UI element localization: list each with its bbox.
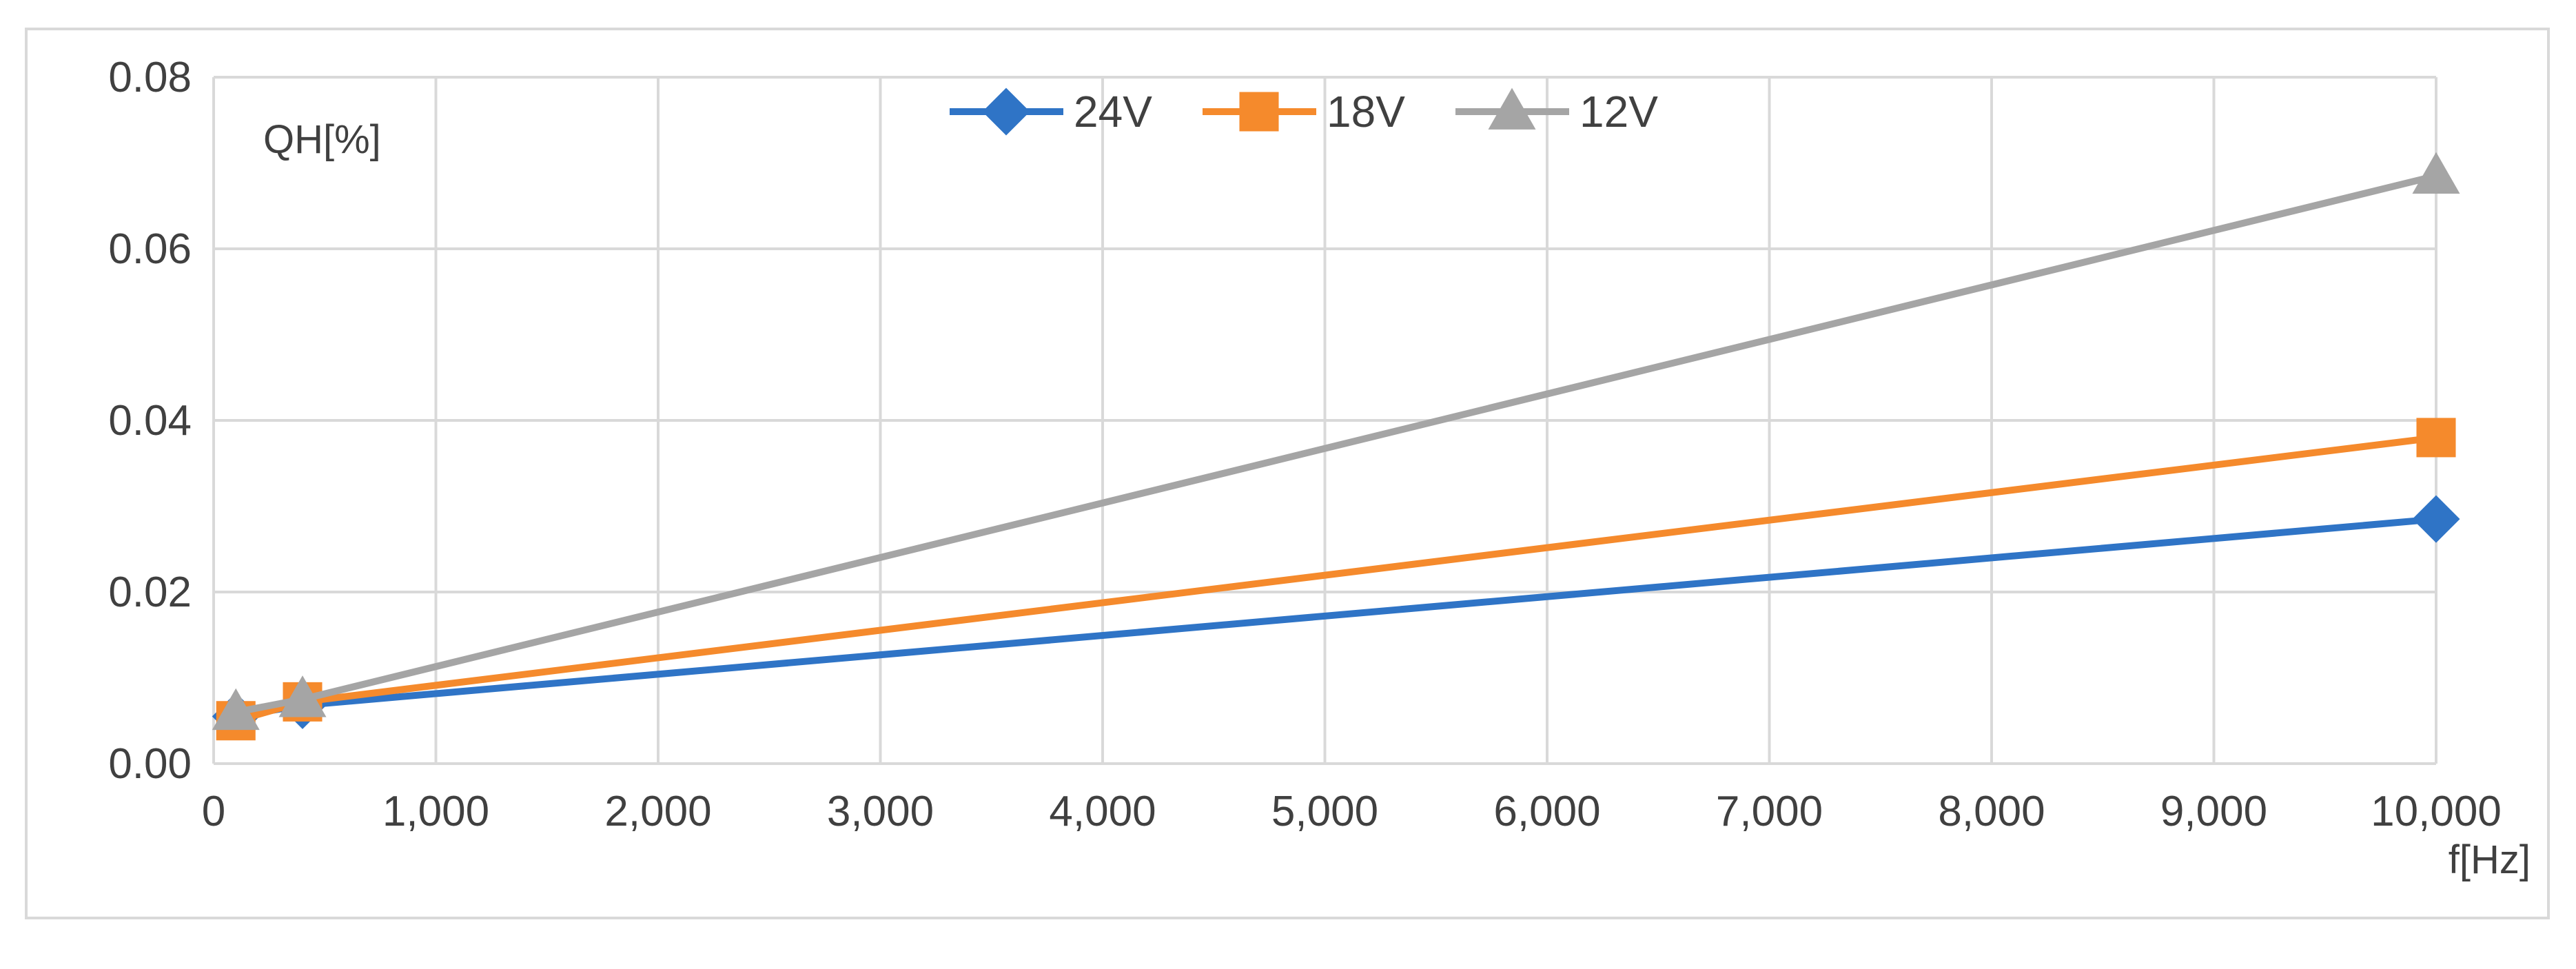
- data-point: [212, 688, 260, 731]
- legend-marker: [982, 88, 1030, 136]
- x-axis-title: f[Hz]: [2449, 837, 2531, 882]
- x-tick-label: 5,000: [1271, 788, 1378, 835]
- x-tick-label: 7,000: [1716, 788, 1823, 835]
- data-point: [278, 675, 327, 717]
- x-tick-label: 4,000: [1049, 788, 1156, 835]
- y-tick-label: 0.02: [108, 569, 192, 616]
- x-tick-label: 1,000: [382, 788, 489, 835]
- legend-marker: [1239, 92, 1279, 132]
- data-point: [2412, 152, 2460, 194]
- x-tick-label: 2,000: [604, 788, 711, 835]
- y-axis-title: QH[%]: [263, 117, 381, 162]
- legend-item-24v: 24V: [950, 87, 1152, 136]
- series-12v: [212, 152, 2460, 731]
- legend-marker: [1488, 88, 1536, 130]
- x-tick-label: 8,000: [1938, 788, 2045, 835]
- x-tick-label: 10,000: [2371, 788, 2502, 835]
- x-tick-label: 3,000: [827, 788, 934, 835]
- data-point: [2416, 418, 2456, 458]
- x-tick-label: 0: [202, 788, 225, 835]
- legend-label: 18V: [1327, 87, 1405, 136]
- legend-label: 24V: [1074, 87, 1152, 136]
- y-tick-label: 0.08: [108, 54, 192, 101]
- tick-labels: 0.00 0.02 0.04 0.06 0.08 0 1,000 2,000 3,000 4,00…: [108, 54, 2501, 835]
- data-point: [2412, 495, 2460, 543]
- x-tick-label: 6,000: [1493, 788, 1600, 835]
- legend-item-12v: 12V: [1455, 87, 1658, 136]
- y-tick-label: 0.00: [108, 740, 192, 788]
- legend: 24V 18V 12V: [950, 87, 1658, 136]
- series-lines: [212, 152, 2460, 741]
- y-tick-label: 0.04: [108, 397, 192, 445]
- legend-label: 12V: [1580, 87, 1658, 136]
- x-tick-label: 9,000: [2160, 788, 2267, 835]
- legend-item-18v: 18V: [1203, 87, 1405, 136]
- gridlines: [212, 76, 2437, 765]
- y-tick-label: 0.06: [108, 225, 192, 273]
